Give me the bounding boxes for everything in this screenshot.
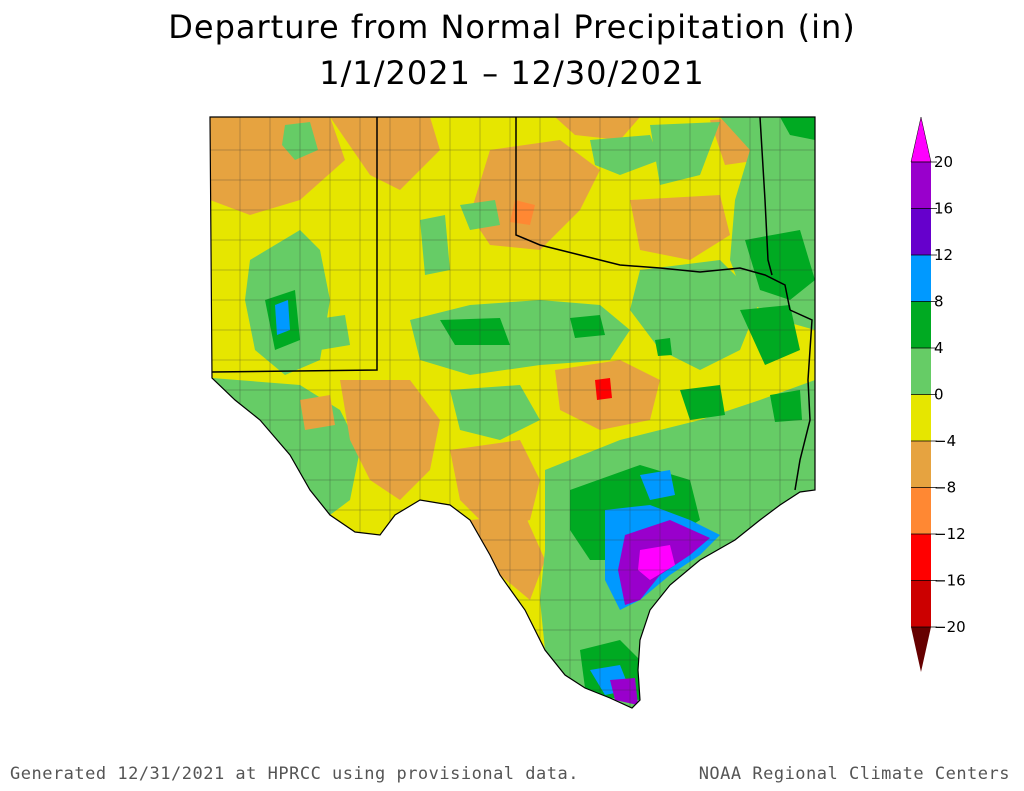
region-tan — [300, 395, 335, 430]
legend-label: −20 — [934, 618, 966, 636]
region-tan — [555, 117, 640, 140]
legend-top-arrow — [910, 116, 932, 163]
region-tan — [470, 140, 600, 250]
region-tan — [630, 195, 730, 260]
red-river-border — [515, 117, 791, 311]
region-blue — [640, 470, 675, 500]
sabine-border — [789, 309, 813, 491]
legend-label: −12 — [934, 525, 966, 543]
legend-swatch — [911, 301, 931, 348]
region-tan — [470, 515, 545, 600]
texas-nm-border — [211, 117, 378, 373]
region-green — [680, 385, 725, 420]
generated-note: Generated 12/31/2021 at HPRCC using prov… — [10, 764, 579, 784]
map-date-range: 1/1/2021 – 12/30/2021 — [319, 54, 705, 92]
county-lines — [210, 117, 815, 708]
legend-label: 20 — [934, 153, 953, 171]
map-body — [210, 117, 815, 708]
ok-ar-border — [759, 116, 773, 276]
legend-swatch — [911, 580, 931, 627]
legend-swatch — [911, 441, 931, 488]
legend-swatch — [911, 394, 931, 441]
region-red — [595, 378, 612, 400]
region-light-green — [590, 135, 660, 175]
source-credit: NOAA Regional Climate Centers — [698, 764, 1010, 784]
legend-label: 8 — [934, 293, 944, 311]
legend-swatch — [911, 487, 931, 534]
region-green — [740, 305, 800, 365]
color-legend: 20 16 12 8 4 0 −4 −8 −12 −16 −20 — [910, 116, 966, 672]
state-boundaries — [209, 116, 816, 709]
region-green — [770, 390, 802, 422]
region-tan — [450, 440, 540, 530]
legend-label: −8 — [934, 479, 956, 497]
region-tan — [330, 117, 440, 190]
legend-label: 12 — [934, 246, 953, 264]
legend-label: 16 — [934, 200, 953, 218]
legend-swatch — [911, 534, 931, 581]
legend-label: −4 — [934, 432, 956, 450]
region-green — [570, 315, 605, 338]
region-purple — [610, 678, 638, 705]
region-green — [655, 338, 672, 356]
legend-bottom-arrow — [911, 627, 931, 672]
region-green — [440, 318, 510, 345]
region-blue — [275, 300, 290, 335]
region-light-green — [420, 215, 450, 275]
legend-swatch — [911, 162, 931, 209]
region-magenta — [638, 545, 675, 580]
legend-label: 4 — [934, 339, 944, 357]
legend-label: −16 — [934, 572, 966, 590]
legend-swatch — [911, 208, 931, 255]
region-light-green — [450, 385, 540, 440]
legend-swatch — [911, 255, 931, 302]
legend-swatch — [911, 348, 931, 395]
map-title: Departure from Normal Precipitation (in) — [168, 8, 856, 46]
legend-label: 0 — [934, 386, 944, 404]
region-light-green — [650, 122, 720, 185]
map-outline — [209, 116, 816, 709]
region-green — [780, 117, 815, 140]
